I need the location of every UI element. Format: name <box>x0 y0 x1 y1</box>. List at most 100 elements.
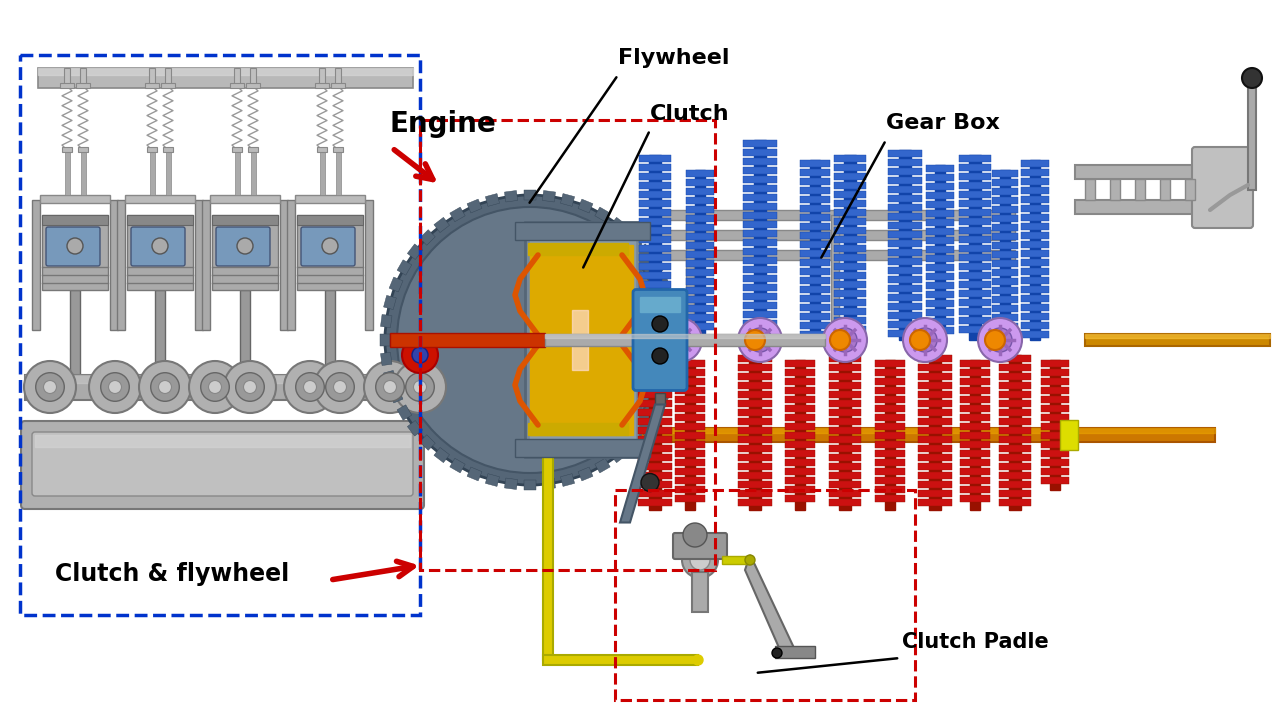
Circle shape <box>224 361 276 413</box>
Bar <box>959 191 991 198</box>
Polygon shape <box>420 435 435 450</box>
Bar <box>835 272 867 279</box>
Bar <box>959 308 991 315</box>
Bar <box>742 221 777 228</box>
Circle shape <box>690 550 710 570</box>
Bar <box>888 249 922 256</box>
Bar <box>959 317 991 324</box>
Bar <box>570 250 590 430</box>
Bar <box>742 230 777 237</box>
Bar <box>925 309 954 316</box>
Bar <box>829 463 861 470</box>
Bar <box>739 382 772 389</box>
Bar <box>800 196 829 203</box>
Bar <box>785 468 815 475</box>
Bar <box>655 210 1015 220</box>
Bar <box>639 236 671 243</box>
Bar <box>1010 355 1020 510</box>
Bar <box>686 197 714 204</box>
Text: Clutch: Clutch <box>650 104 730 124</box>
Bar <box>639 263 671 270</box>
FancyBboxPatch shape <box>634 289 687 390</box>
Bar <box>1021 187 1050 194</box>
Bar <box>1135 179 1146 200</box>
Bar <box>960 468 989 475</box>
Bar <box>545 334 826 338</box>
Bar <box>230 83 244 88</box>
Bar <box>888 231 922 238</box>
Bar <box>1041 450 1069 457</box>
Bar <box>1021 313 1050 320</box>
Bar <box>800 223 829 230</box>
Bar <box>686 170 714 177</box>
FancyBboxPatch shape <box>673 533 727 559</box>
Bar <box>742 167 777 174</box>
Bar <box>925 264 954 271</box>
Bar <box>390 333 545 347</box>
Bar <box>1021 160 1050 167</box>
Bar <box>38 68 413 75</box>
Polygon shape <box>449 458 465 473</box>
Bar <box>800 259 829 266</box>
Bar <box>639 272 671 279</box>
Bar <box>1021 295 1050 302</box>
Circle shape <box>159 380 172 394</box>
Bar <box>675 495 705 502</box>
Bar <box>145 83 159 88</box>
Bar <box>876 360 905 367</box>
Bar <box>246 83 260 88</box>
Bar <box>742 293 777 300</box>
Bar <box>918 445 952 452</box>
Bar <box>829 400 861 407</box>
Bar <box>70 290 79 375</box>
Polygon shape <box>663 295 676 310</box>
FancyBboxPatch shape <box>1192 147 1253 228</box>
Bar <box>876 369 905 376</box>
Bar <box>918 409 952 416</box>
Bar <box>998 373 1030 380</box>
Polygon shape <box>561 474 575 487</box>
Bar <box>639 308 671 315</box>
Polygon shape <box>434 217 449 233</box>
Circle shape <box>101 373 129 401</box>
Bar <box>888 186 922 193</box>
Bar <box>637 364 672 371</box>
Text: Flywheel: Flywheel <box>618 48 730 68</box>
Bar <box>42 215 108 225</box>
Bar <box>960 432 989 439</box>
Bar <box>599 245 607 435</box>
Bar <box>829 436 861 443</box>
Circle shape <box>658 318 701 362</box>
FancyBboxPatch shape <box>32 432 413 496</box>
Bar <box>925 210 954 217</box>
Bar <box>739 400 772 407</box>
Polygon shape <box>668 315 680 328</box>
Bar <box>637 418 672 425</box>
Bar <box>637 490 672 497</box>
Bar <box>639 227 671 234</box>
Bar <box>810 160 820 340</box>
Bar <box>637 382 672 389</box>
Text: Clutch Padle: Clutch Padle <box>902 632 1048 652</box>
Bar <box>1041 459 1069 466</box>
Bar <box>320 150 325 195</box>
Polygon shape <box>407 244 422 259</box>
Bar <box>639 173 671 180</box>
Bar <box>315 83 329 88</box>
Bar <box>1021 331 1050 338</box>
Bar <box>675 450 705 457</box>
Polygon shape <box>595 207 611 222</box>
Bar <box>959 236 991 243</box>
Bar <box>675 486 705 493</box>
Polygon shape <box>611 217 626 233</box>
Bar <box>739 364 772 371</box>
Text: Gear Box: Gear Box <box>886 113 1000 133</box>
Circle shape <box>988 328 1012 352</box>
Bar <box>686 206 714 213</box>
Bar <box>155 290 165 375</box>
Bar <box>212 215 278 290</box>
Polygon shape <box>595 458 611 473</box>
Bar <box>835 155 867 162</box>
Polygon shape <box>657 388 671 403</box>
Bar <box>800 178 829 185</box>
